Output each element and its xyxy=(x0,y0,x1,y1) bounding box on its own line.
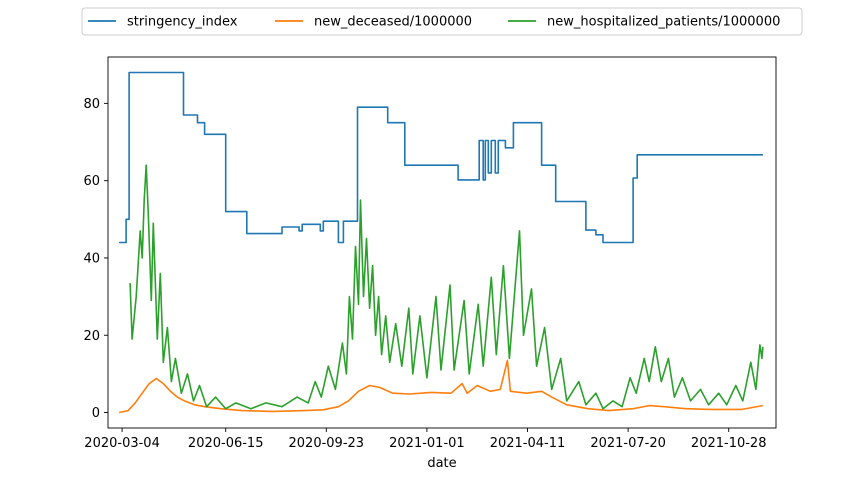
series-layer xyxy=(118,71,764,414)
x-tick-label: 2021-01-01 xyxy=(389,436,465,451)
legend: stringency_index new_deceased/1000000 new_… xyxy=(81,7,803,36)
x-tick-label: 2020-09-23 xyxy=(289,436,365,451)
y-axis: 0 20 40 60 80 xyxy=(83,97,108,421)
y-tick-label: 40 xyxy=(83,251,100,266)
x-tick-label: 2020-03-04 xyxy=(84,436,160,451)
legend-label: stringency_index xyxy=(127,15,238,30)
y-tick-label: 0 xyxy=(92,406,100,421)
y-tick-label: 60 xyxy=(83,174,100,189)
x-tick-label: 2021-10-28 xyxy=(691,436,767,451)
plot-area xyxy=(108,57,776,428)
series-line-0 xyxy=(119,71,763,244)
legend-label: new_deceased/1000000 xyxy=(314,15,472,30)
x-axis-label: date xyxy=(427,456,456,471)
x-tick-label: 2021-07-20 xyxy=(590,436,666,451)
y-tick-label: 20 xyxy=(83,329,100,344)
x-tick-label: 2020-06-15 xyxy=(188,436,264,451)
x-tick-label: 2021-04-11 xyxy=(490,436,566,451)
y-tick-label: 80 xyxy=(83,97,100,112)
series-line-2 xyxy=(129,164,764,410)
plot-frame xyxy=(107,56,777,429)
series-line-1 xyxy=(118,359,764,414)
legend-label: new_hospitalized_patients/1000000 xyxy=(547,15,780,30)
x-axis: 2020-03-04 2020-06-15 2020-09-23 2021-01-01… xyxy=(84,428,766,451)
legend-box xyxy=(81,7,803,36)
